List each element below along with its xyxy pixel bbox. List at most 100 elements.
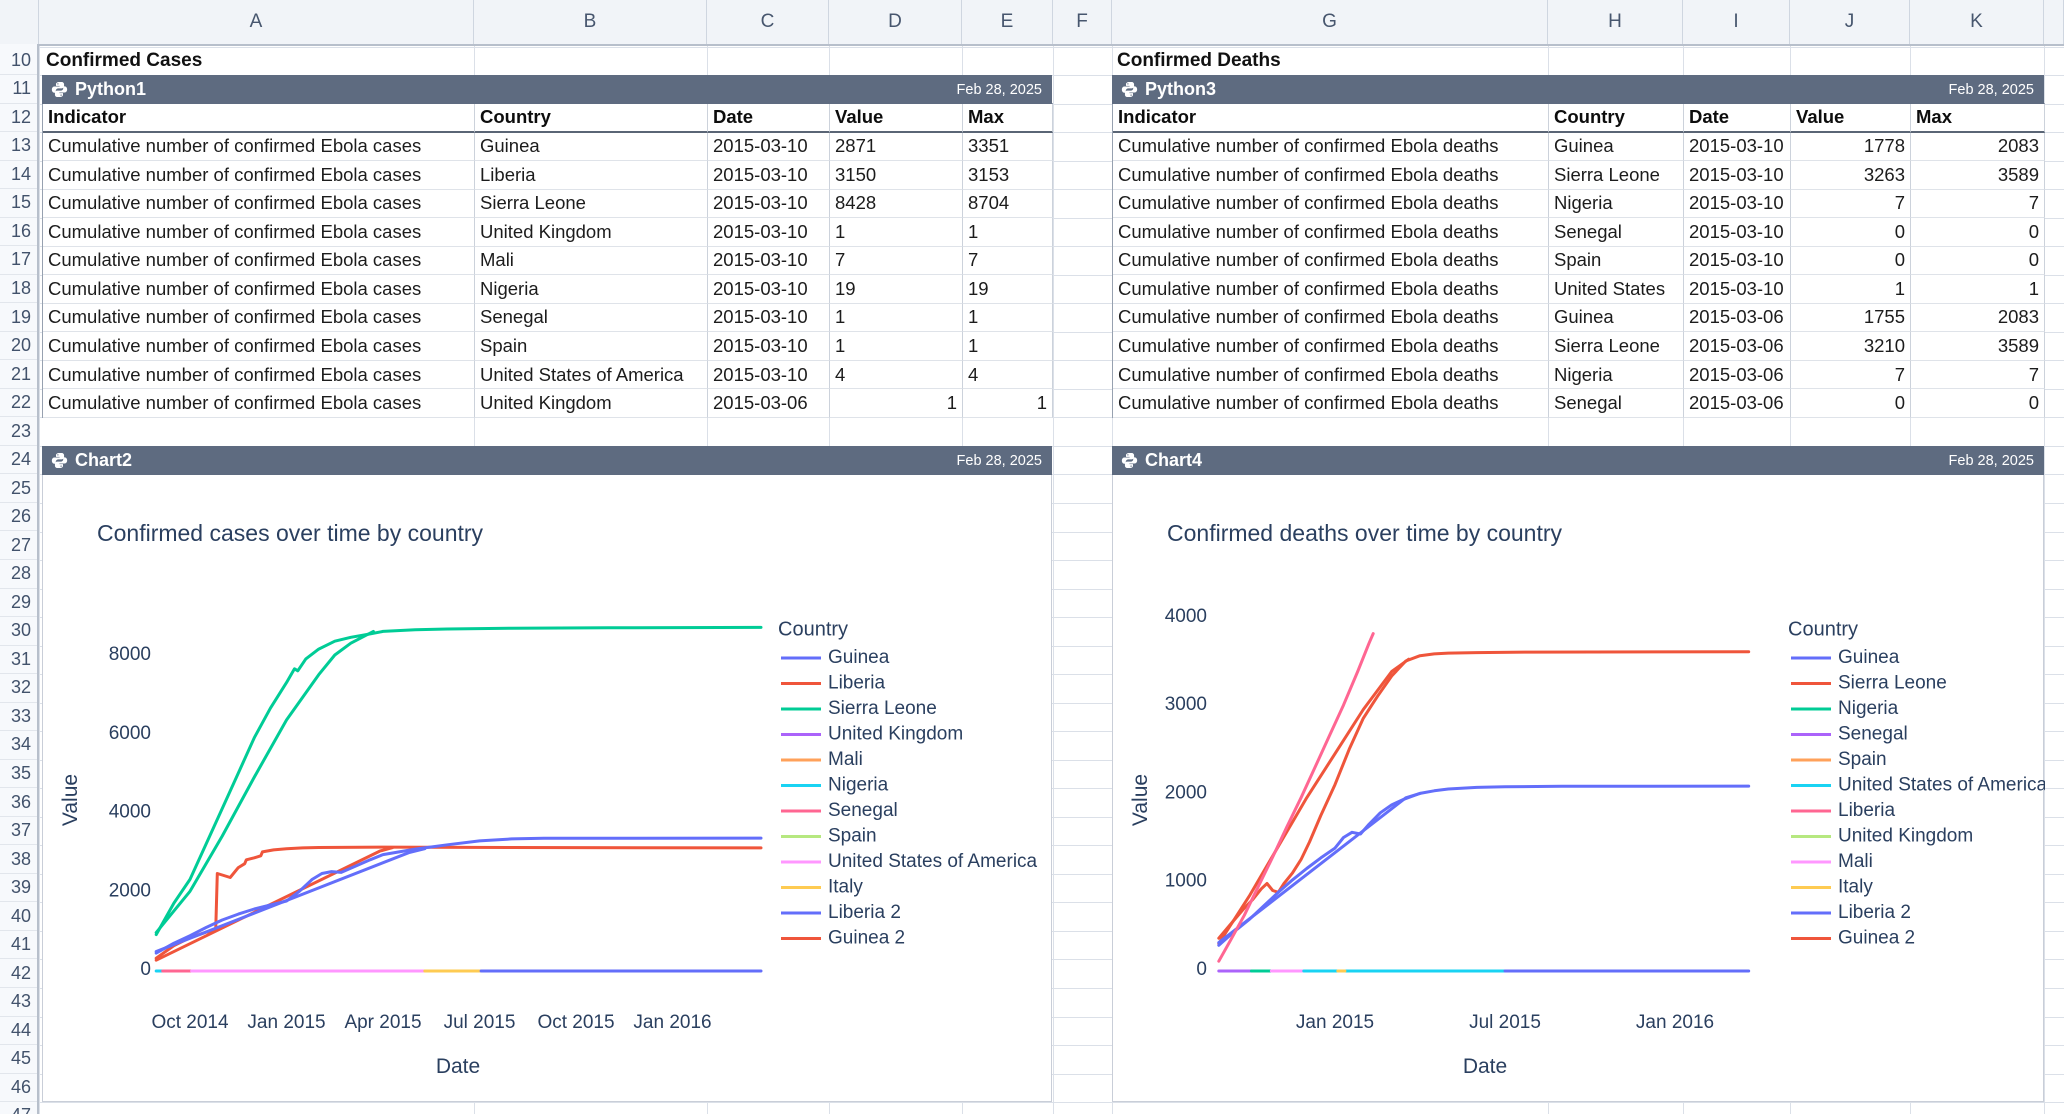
cell[interactable]: Cumulative number of confirmed Ebola cas… [43,247,475,276]
column-header-cell[interactable]: Country [475,104,708,133]
cell[interactable]: 2015-03-06 [1684,332,1791,361]
row-header-32[interactable]: 32 [0,674,37,703]
chart-object-cases[interactable]: Confirmed cases over time by countryValu… [42,474,1052,1102]
legend-item-spain[interactable]: Spain [1791,749,1887,770]
cell[interactable]: 1 [830,389,963,418]
legend-item-spain[interactable]: Spain [781,826,877,847]
cell[interactable]: 1778 [1791,133,1911,162]
cell[interactable]: Cumulative number of confirmed Ebola dea… [1113,304,1549,333]
cell[interactable]: 0 [1791,218,1911,247]
cell[interactable]: 0 [1911,218,2045,247]
cell[interactable]: Cumulative number of confirmed Ebola dea… [1113,190,1549,219]
legend-item-united-kingdom[interactable]: United Kingdom [781,724,963,745]
cell[interactable]: Cumulative number of confirmed Ebola dea… [1113,161,1549,190]
legend-item-united-states-of-america[interactable]: United States of America [781,851,1038,872]
row-header-33[interactable]: 33 [0,703,37,732]
column-header-J[interactable]: J [1790,0,1910,44]
column-header-E[interactable]: E [962,0,1053,44]
cell[interactable]: 1 [963,332,1053,361]
cell[interactable]: 1 [963,389,1053,418]
row-header-47[interactable]: 47 [0,1102,37,1114]
cell[interactable]: 4 [963,361,1053,390]
select-all-corner[interactable] [0,0,39,44]
cell[interactable]: 2015-03-10 [708,218,830,247]
cell[interactable]: Senegal [1549,389,1684,418]
cell[interactable]: 2015-03-10 [708,161,830,190]
cell[interactable]: Cumulative number of confirmed Ebola cas… [43,275,475,304]
row-header-19[interactable]: 19 [0,303,37,332]
cell[interactable]: Guinea [1549,304,1684,333]
column-header-cell[interactable]: Date [1684,104,1791,133]
column-header-F[interactable]: F [1053,0,1112,44]
cell[interactable]: Guinea [1549,133,1684,162]
cell[interactable]: 3263 [1791,161,1911,190]
python3-card-header[interactable]: Python3 Feb 28, 2025 [1112,75,2044,104]
cell[interactable]: 2015-03-10 [1684,190,1791,219]
row-header-41[interactable]: 41 [0,931,37,960]
cell[interactable]: 3150 [830,161,963,190]
row-header-29[interactable]: 29 [0,589,37,618]
column-header-cell[interactable]: Max [963,104,1053,133]
column-header-cell[interactable]: Max [1911,104,2045,133]
cell[interactable]: 8704 [963,190,1053,219]
column-header-cell[interactable]: Value [1791,104,1911,133]
cell[interactable]: 2015-03-10 [1684,275,1791,304]
legend-item-senegal[interactable]: Senegal [781,800,898,821]
legend-item-mali[interactable]: Mali [1791,851,1873,872]
row-header-15[interactable]: 15 [0,189,37,218]
row-header-24[interactable]: 24 [0,446,37,475]
cell[interactable]: Nigeria [1549,361,1684,390]
cell[interactable]: 3351 [963,133,1053,162]
cell[interactable]: 0 [1791,389,1911,418]
cell[interactable]: Sierra Leone [1549,161,1684,190]
column-header-D[interactable]: D [829,0,962,44]
legend-item-italy[interactable]: Italy [781,877,863,898]
cell[interactable]: Nigeria [1549,190,1684,219]
cell[interactable]: 1 [830,218,963,247]
cell[interactable]: 2015-03-06 [1684,304,1791,333]
row-header-26[interactable]: 26 [0,503,37,532]
cell[interactable]: 7 [1911,361,2045,390]
cell[interactable]: Nigeria [475,275,708,304]
legend-item-sierra-leone[interactable]: Sierra Leone [781,698,937,719]
legend-item-senegal[interactable]: Senegal [1791,724,1908,745]
cell[interactable]: 2083 [1911,304,2045,333]
cell[interactable]: 2015-03-06 [1684,361,1791,390]
cell[interactable]: 2015-03-10 [708,190,830,219]
row-header-16[interactable]: 16 [0,218,37,247]
cell[interactable]: 2083 [1911,133,2045,162]
row-header-25[interactable]: 25 [0,474,37,503]
legend-item-liberia-2[interactable]: Liberia 2 [781,902,901,923]
row-header-46[interactable]: 46 [0,1074,37,1103]
legend-item-guinea[interactable]: Guinea [1791,647,1900,668]
cell[interactable]: Cumulative number of confirmed Ebola cas… [43,304,475,333]
cell[interactable]: 2015-03-10 [708,332,830,361]
row-header-40[interactable]: 40 [0,902,37,931]
cell[interactable]: Mali [475,247,708,276]
cell[interactable]: Cumulative number of confirmed Ebola dea… [1113,389,1549,418]
cell[interactable]: Cumulative number of confirmed Ebola dea… [1113,133,1549,162]
column-header-A[interactable]: A [39,0,474,44]
row-header-30[interactable]: 30 [0,617,37,646]
cell[interactable]: 2015-03-10 [1684,161,1791,190]
row-header-36[interactable]: 36 [0,788,37,817]
cell[interactable]: 3210 [1791,332,1911,361]
column-header-I[interactable]: I [1683,0,1790,44]
cell[interactable]: 2015-03-10 [1684,133,1791,162]
column-header-G[interactable]: G [1112,0,1548,44]
cell[interactable]: 2015-03-06 [708,389,830,418]
legend-item-guinea-2[interactable]: Guinea 2 [781,928,905,949]
row-header-34[interactable]: 34 [0,731,37,760]
cell[interactable]: 2015-03-10 [708,361,830,390]
cell[interactable]: 2015-03-10 [708,275,830,304]
column-header-cell[interactable]: Indicator [1113,104,1549,133]
legend-item-nigeria[interactable]: Nigeria [781,775,889,796]
cell[interactable]: Cumulative number of confirmed Ebola dea… [1113,361,1549,390]
cell[interactable]: 1755 [1791,304,1911,333]
cell[interactable]: 2015-03-10 [1684,247,1791,276]
cell[interactable]: 0 [1791,247,1911,276]
cell[interactable]: 2015-03-10 [1684,218,1791,247]
cell[interactable]: Cumulative number of confirmed Ebola cas… [43,190,475,219]
cell[interactable]: 19 [963,275,1053,304]
row-header-42[interactable]: 42 [0,959,37,988]
